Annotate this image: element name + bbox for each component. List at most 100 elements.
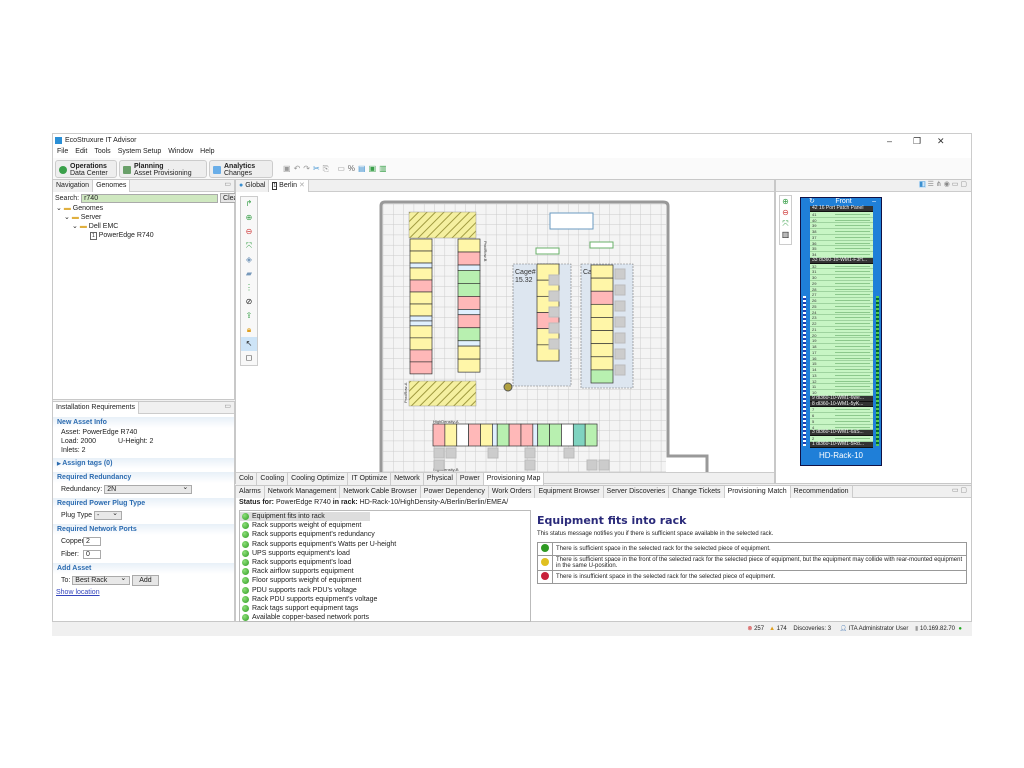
close-button[interactable]: ✕	[937, 136, 945, 146]
minimize-button[interactable]: –	[887, 136, 893, 146]
tab-installation-requirements[interactable]: Installation Requirements	[53, 402, 139, 414]
rack-slot[interactable]: 7	[810, 407, 873, 413]
floor-plan-canvas[interactable]: Cage# 15.32 Ca ProdRow-A ProdRow-B HighD…	[236, 192, 774, 473]
show-location-link[interactable]: Show location	[56, 589, 100, 596]
elevation-view-icon[interactable]: ◧	[919, 181, 926, 188]
rack-slot[interactable]: 36	[810, 240, 873, 247]
rack-slot[interactable]: 2	[810, 436, 873, 442]
check-item[interactable]: Floor supports weight of equipment	[240, 576, 530, 585]
draw-rect-icon[interactable]: ◻	[245, 353, 253, 362]
import-icon[interactable]: ▥	[379, 164, 390, 173]
check-item[interactable]: PDU supports rack PDU's voltage	[240, 586, 530, 595]
rack-slot[interactable]: 24	[810, 309, 873, 316]
bottom-tab-provisioning-match[interactable]: Provisioning Match	[724, 486, 791, 498]
zoom-in-icon[interactable]: ⊕	[245, 213, 253, 222]
bottom-tab-power-dependency[interactable]: Power Dependency	[420, 486, 489, 498]
rack-device[interactable]: 8 dl360-10-WM1-5yK...	[810, 401, 873, 408]
rack-slot[interactable]: 13	[810, 372, 873, 379]
rack-device[interactable]: 1 dl360-10-WM1-5Rd...	[810, 441, 873, 448]
floor-tab-cooling[interactable]: Cooling	[257, 473, 289, 485]
bottom-tab-alarms[interactable]: Alarms	[236, 486, 265, 498]
link-icon[interactable]: ⊘	[245, 297, 253, 306]
fit-icon[interactable]: ⤧	[245, 241, 253, 250]
upload-icon[interactable]: ⇪	[245, 311, 253, 320]
rack-slot[interactable]: 15	[810, 361, 873, 367]
rack-slot[interactable]: 28	[810, 286, 873, 293]
maximize-icon[interactable]: ▭ ▢	[951, 487, 967, 494]
assign-tags-toggle[interactable]: ▶ Assign tags (0)	[53, 458, 234, 469]
floor-tab-network[interactable]: Network	[391, 473, 424, 485]
close-tab-icon[interactable]: ✕	[299, 182, 305, 189]
tree-node-poweredge-r740[interactable]: 1 PowerEdge R740	[56, 231, 234, 241]
maximize-icon[interactable]: ▭	[224, 403, 231, 410]
rotate-icon[interactable]: ↻	[809, 198, 815, 205]
floor-tab-colo[interactable]: Colo	[236, 473, 258, 485]
menu-edit[interactable]: Edit	[75, 148, 88, 155]
rack-slot[interactable]: 23	[810, 315, 873, 321]
tab-navigation[interactable]: Navigation	[53, 180, 94, 192]
paste-icon[interactable]: ⎘	[322, 164, 333, 173]
check-item[interactable]: Rack PDU supports equipment's voltage	[240, 595, 530, 604]
perspective-analytics[interactable]: Analytics Changes	[209, 160, 273, 178]
select-pointer-icon[interactable]: ↖	[241, 337, 257, 351]
search-input[interactable]: r740	[81, 193, 219, 203]
rack-slot[interactable]: 18	[810, 344, 873, 350]
menu-help[interactable]: Help	[200, 148, 215, 155]
floor-tab-it-optimize[interactable]: IT Optimize	[348, 473, 392, 485]
bottom-tab-network-management[interactable]: Network Management	[264, 486, 341, 498]
align-icon[interactable]: ⋮	[245, 283, 253, 292]
menu-system-setup[interactable]: System Setup	[117, 148, 162, 155]
tree-node-dell-emc[interactable]: ⌄ ▬ Dell EMC	[72, 223, 119, 230]
check-item[interactable]: Available copper-based network ports	[240, 613, 530, 622]
fiber-stepper[interactable]: 0	[83, 549, 101, 559]
lock-icon[interactable]: 🔒︎	[246, 325, 252, 334]
warning-count[interactable]: 174	[776, 626, 787, 632]
rack-slot[interactable]: 17	[810, 349, 873, 356]
hierarchy-icon[interactable]: ⋔	[935, 181, 942, 188]
rack-slot[interactable]: 38	[810, 229, 873, 235]
floor-tab-power[interactable]: Power	[456, 473, 484, 485]
rack-slot[interactable]: 26	[810, 298, 873, 304]
check-item[interactable]: Rack tags support equipment tags	[240, 604, 530, 613]
redundancy-select[interactable]: 2N	[104, 484, 193, 494]
check-item[interactable]: Rack supports equipment's Watts per U-he…	[240, 540, 530, 549]
bottom-tab-change-tickets[interactable]: Change Tickets	[669, 486, 725, 498]
rack-slot[interactable]: 30	[810, 275, 873, 281]
rack-slot[interactable]: 37	[810, 234, 873, 241]
restore-button[interactable]: ❐	[913, 136, 922, 146]
rack-hd-rack-10[interactable]: ↻ Front – 42 16 Port Patch Panel 41 40 39 38 37…	[800, 197, 882, 466]
rack-slot[interactable]: 14	[810, 367, 873, 373]
error-count[interactable]: 257	[754, 626, 765, 632]
tab-global[interactable]: ● Global	[236, 180, 270, 192]
rack-device[interactable]: 3 dl360-10-WM1-6aS...	[810, 430, 873, 436]
collapse-icon[interactable]: –	[872, 198, 876, 205]
floor-tab-cooling-optimize[interactable]: Cooling Optimize	[288, 473, 349, 485]
rack-slot[interactable]: 16	[810, 355, 873, 362]
tab-genomes[interactable]: Genomes	[93, 180, 131, 192]
rack-slot[interactable]: 19	[810, 338, 873, 344]
floor-tab-provisioning-map[interactable]: Provisioning Map	[483, 473, 545, 485]
bottom-tab-work-orders[interactable]: Work Orders	[488, 486, 536, 498]
check-item[interactable]: Rack supports weight of equipment	[240, 521, 530, 530]
cut-icon[interactable]: ✂	[312, 164, 323, 173]
tab-berlin[interactable]: 1 Berlin ✕	[269, 180, 309, 192]
rack-slot[interactable]: 22	[810, 321, 873, 327]
maximize-icon[interactable]: ▭	[224, 181, 231, 188]
rack-slot[interactable]: 21	[810, 326, 873, 333]
bottom-tab-server-discoveries[interactable]: Server Discoveries	[603, 486, 670, 498]
check-item[interactable]: Rack supports equipment's load	[240, 558, 530, 567]
rack-slot[interactable]: 5	[810, 418, 873, 425]
check-item[interactable]: Equipment fits into rack	[240, 512, 370, 522]
tree-node-server[interactable]: ⌄ ▬ Server	[64, 214, 102, 221]
zoom-out-icon[interactable]: ⊖	[782, 208, 789, 217]
zoom-out-icon[interactable]: ⊖	[245, 227, 253, 236]
bottom-tab-equipment-browser[interactable]: Equipment Browser	[535, 486, 604, 498]
rack-slot[interactable]: 35	[810, 246, 873, 252]
bottom-tab-recommendation[interactable]: Recommendation	[790, 486, 853, 498]
rack-slot[interactable]: 10	[810, 390, 873, 396]
check-item[interactable]: Rack airflow supports equipment	[240, 567, 530, 576]
rack-slot[interactable]: 29	[810, 280, 873, 287]
document-icon[interactable]: ▤	[358, 164, 369, 173]
rack-slot[interactable]: 11	[810, 384, 873, 390]
save-icon[interactable]: ▣	[283, 164, 294, 173]
